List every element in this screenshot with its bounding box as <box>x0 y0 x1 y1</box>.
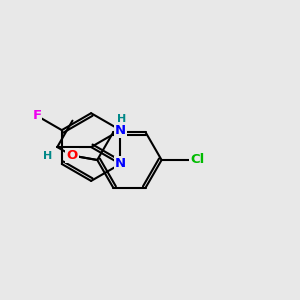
Text: F: F <box>32 109 41 122</box>
Text: H: H <box>117 114 127 124</box>
Text: H: H <box>43 151 52 161</box>
Text: N: N <box>115 158 126 170</box>
Text: O: O <box>66 149 77 162</box>
Text: N: N <box>115 124 126 136</box>
Text: Cl: Cl <box>190 154 204 166</box>
